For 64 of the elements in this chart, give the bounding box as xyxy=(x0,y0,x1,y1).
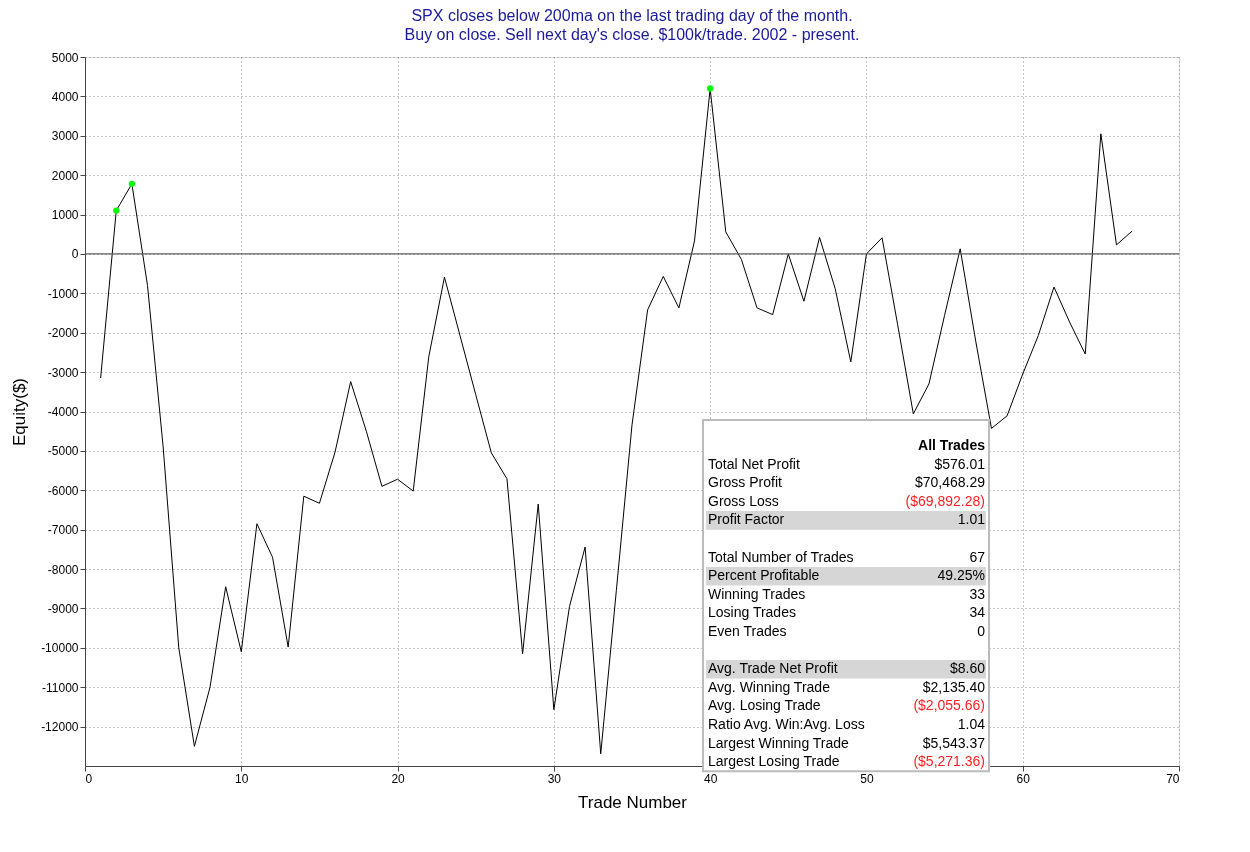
y-tick-label: -4000 xyxy=(47,405,79,419)
annotation: 0 xyxy=(977,623,986,639)
y-tick-label: -9000 xyxy=(47,601,79,616)
annotation: 1.01 xyxy=(957,511,986,528)
y-tick-label: -2000 xyxy=(47,326,79,341)
x-tick-label: 70 xyxy=(1166,771,1180,786)
y-tick-label: 4000 xyxy=(51,89,79,104)
x-tick-label: 40 xyxy=(703,771,718,786)
annotation: Avg. Trade Net Profit xyxy=(708,660,838,677)
y-tick-label: 0 xyxy=(71,247,79,262)
x-tick-label: 20 xyxy=(391,771,406,786)
y-tick-label: -1000 xyxy=(47,286,79,301)
annotation: $576.01 xyxy=(934,455,986,472)
annotation: Avg. Losing Trade xyxy=(708,697,821,714)
y-axis-title: Equity($) xyxy=(10,377,30,447)
x-tick-label: 30 xyxy=(547,771,562,786)
annotation: ($5,271.36) xyxy=(913,753,985,770)
annotation: 34 xyxy=(969,604,986,621)
annotation: 67 xyxy=(969,548,986,565)
x-tick-label: 50 xyxy=(860,771,874,786)
annotation: Ratio Avg. Win:Avg. Loss xyxy=(708,716,865,732)
x-axis-title: Trade Number xyxy=(578,792,688,812)
point xyxy=(113,207,120,214)
x-tick-label: 0 xyxy=(85,771,93,786)
y-tick-label: -5000 xyxy=(47,444,79,459)
point xyxy=(128,180,136,187)
annotation: $5,543.37 xyxy=(922,734,986,751)
x-tick-label: 10 xyxy=(235,771,249,786)
y-tick-label: -10000 xyxy=(41,641,79,656)
annotation: Gross Profit xyxy=(708,474,783,491)
y-tick-label: -3000 xyxy=(47,365,79,380)
y-tick-label: -7000 xyxy=(47,523,79,538)
y-tick-label: 2000 xyxy=(51,168,79,183)
annotation: Losing Trades xyxy=(708,604,796,621)
point xyxy=(706,85,714,92)
annotation: Even Trades xyxy=(708,623,787,639)
x-tick-label: 60 xyxy=(1016,771,1031,786)
y-tick-label: -8000 xyxy=(47,562,79,577)
y-tick-label: 5000 xyxy=(51,50,79,65)
annotation: Gross Loss xyxy=(708,492,779,509)
y-tick-label: -6000 xyxy=(47,483,79,498)
annotation: Winning Trades xyxy=(708,585,806,602)
annotation: Percent Profitable xyxy=(708,567,820,584)
annotation: ($69,892.28) xyxy=(905,492,985,509)
annotation: $8.60 xyxy=(949,660,986,677)
annotation: ($2,055.66) xyxy=(913,697,985,714)
y-tick-label: 1000 xyxy=(51,208,79,223)
annotation: $2,135.40 xyxy=(922,678,986,695)
annotation: Largest Losing Trade xyxy=(708,753,840,770)
chart-title: SPX closes below 200ma on the last trading day of the month. xyxy=(411,7,853,24)
chart-subtitle: Buy on close. Sell next day's close. $100k/trade. 2002 - present. xyxy=(404,26,860,43)
annotation: 33 xyxy=(969,585,986,602)
annotation: Largest Winning Trade xyxy=(708,734,850,751)
y-tick-label: -11000 xyxy=(42,680,79,695)
annotation: 1.04 xyxy=(957,716,986,732)
annotation: $70,468.29 xyxy=(914,474,986,491)
annotation: Total Number of Trades xyxy=(708,548,854,565)
annotation: All Trades xyxy=(918,437,986,453)
y-tick-label: -12000 xyxy=(41,720,79,735)
annotation: 49.25% xyxy=(937,567,985,584)
annotation: Total Net Profit xyxy=(708,455,800,472)
annotation: Profit Factor xyxy=(708,511,785,528)
y-tick-label: 3000 xyxy=(51,129,79,144)
annotation: Avg. Winning Trade xyxy=(708,678,831,695)
